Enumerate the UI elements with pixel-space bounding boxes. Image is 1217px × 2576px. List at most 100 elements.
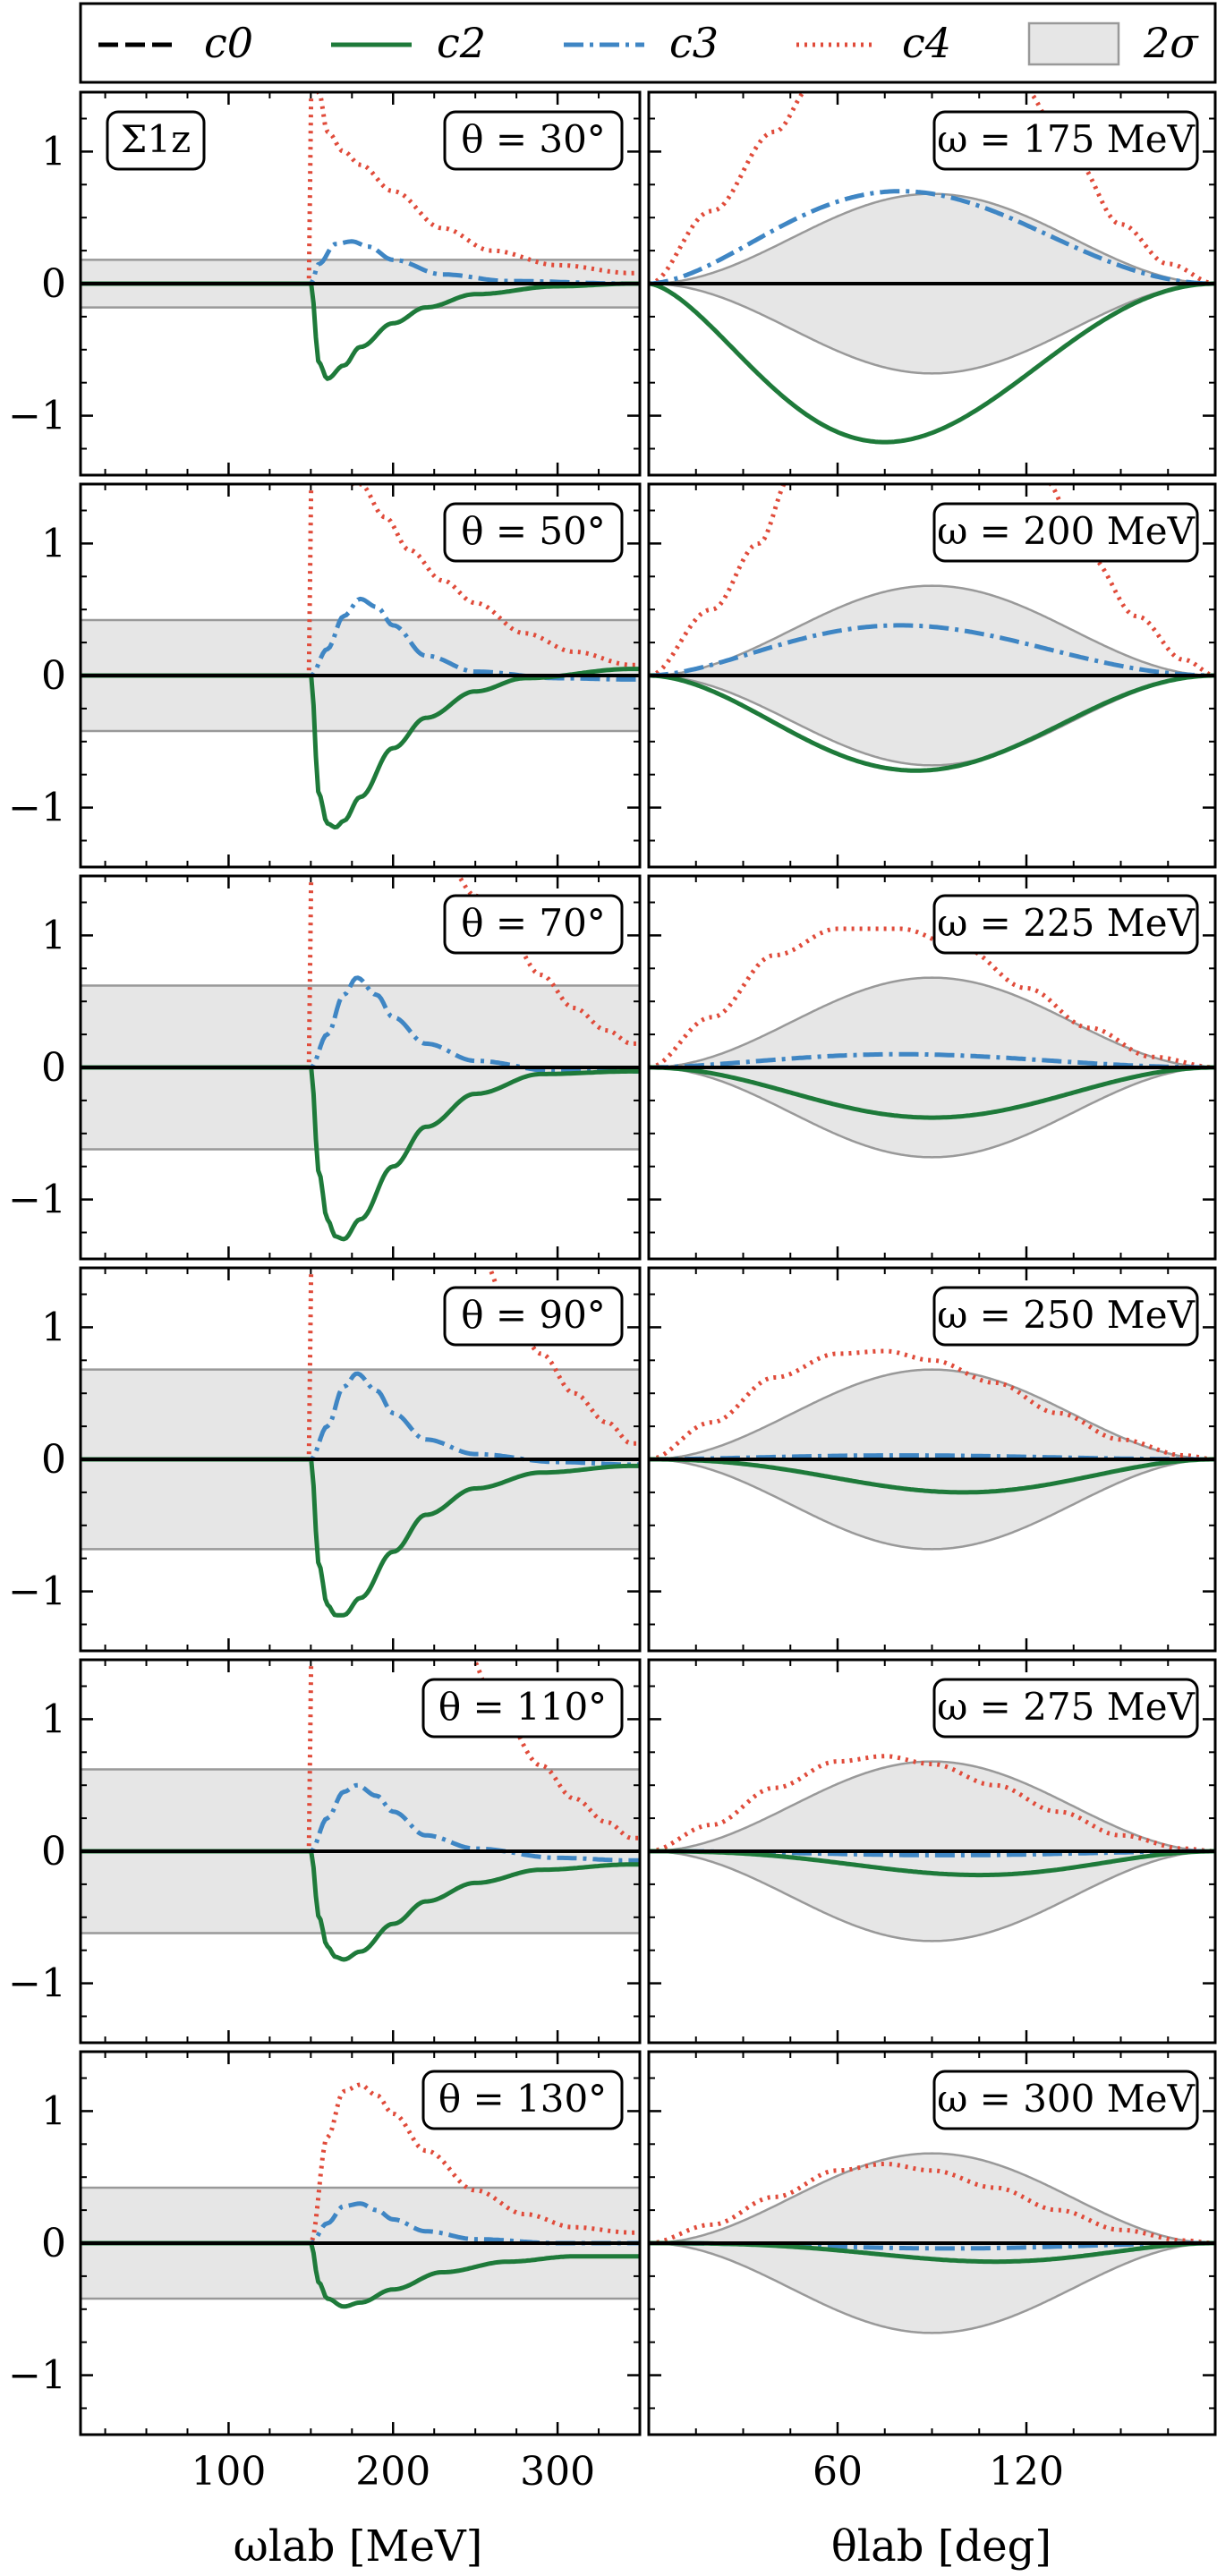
panel-label: θ = 70°: [461, 901, 606, 945]
x-tick-label: 200: [355, 2449, 430, 2495]
panel-label-box: [932, 2070, 1199, 2130]
y-tick-label: 0: [41, 1045, 66, 1091]
observable-tag-box: [106, 110, 206, 171]
band-upper-edge: [649, 1760, 1215, 1853]
panel-label-box: [443, 502, 624, 563]
right-x-axis-label: θlab [deg]: [831, 2521, 1051, 2572]
panel-label: θ = 90°: [461, 1293, 606, 1337]
panel-label-box: [421, 2070, 624, 2130]
y-tick-label: 0: [41, 2221, 66, 2266]
y-tick-label: −1: [8, 1177, 66, 1223]
series-c3-curve: [649, 623, 1215, 678]
right-panel-6: 60 120 ω = 300 MeV: [647, 2050, 1217, 2495]
series-c4-curve: [649, 1754, 1215, 1854]
series-c3-curve: [649, 1051, 1215, 1070]
series-c2-curve: [649, 1065, 1215, 1120]
panel-label-box: [421, 1678, 624, 1739]
x-tick-label: 120: [989, 2449, 1064, 2495]
left-panel-4: −1 0 1 θ = 90°: [8, 1266, 642, 1653]
panel-label-box: [443, 894, 624, 955]
panel-label: ω = 200 MeV: [937, 509, 1196, 553]
panel-label-box: [932, 1286, 1199, 1347]
panel-label: ω = 225 MeV: [937, 901, 1196, 945]
band-lower-edge: [649, 282, 1215, 375]
series-c2-curve: [649, 673, 1215, 773]
band-lower-edge: [649, 1849, 1215, 1943]
panel-label-box: [932, 502, 1199, 563]
panel-label: ω = 275 MeV: [937, 1685, 1196, 1729]
y-tick-label: −1: [8, 394, 66, 439]
legend-frame: [79, 2, 1217, 84]
y-tick-label: 1: [41, 129, 66, 174]
series-c4-curve: [649, 926, 1215, 1070]
series-c4-curve: [81, 2082, 640, 2246]
series-c4-curve: [81, 92, 640, 286]
left-x-axis-label: ωlab [MeV]: [234, 2521, 483, 2572]
band-upper-edge: [649, 976, 1215, 1069]
right-panel-2: ω = 200 MeV: [647, 482, 1217, 869]
y-tick-label: −1: [8, 2353, 66, 2399]
panels: −1 0 1 θ = 30° Σ1z −1 0 1 θ = 50° −1 0 1 θ = 70° −1 0 1…: [8, 90, 1217, 2495]
legend-c2-label: c2: [437, 19, 486, 67]
band-upper-edge: [649, 2152, 1215, 2245]
y-tick-label: −1: [8, 1569, 66, 1615]
band-lower-edge: [649, 1458, 1215, 1551]
left-panel-2: −1 0 1 θ = 50°: [8, 482, 642, 869]
panel-label: ω = 300 MeV: [937, 2077, 1196, 2121]
y-tick-label: −1: [8, 1961, 66, 2007]
panel-label: θ = 130°: [438, 2077, 607, 2121]
legend-c0-label: c0: [204, 19, 253, 67]
y-tick-label: 0: [41, 1829, 66, 1875]
y-tick-label: 1: [41, 521, 66, 566]
y-tick-label: 1: [41, 1305, 66, 1350]
series-c2-curve: [649, 1849, 1215, 1878]
observable-tag: Σ1z: [121, 117, 191, 161]
y-tick-label: 0: [41, 653, 66, 699]
x-tick-label: 100: [191, 2449, 266, 2495]
left-panel-6: −1 0 1 100 200 300 θ = 130°: [8, 2050, 642, 2495]
panel-label-box: [932, 894, 1199, 955]
panel-label-box: [443, 1286, 624, 1347]
legend-c4-label: c4: [902, 19, 951, 67]
series-c3-curve: [81, 239, 640, 286]
panel-label: θ = 30°: [461, 117, 606, 161]
right-panel-5: ω = 275 MeV: [647, 1658, 1217, 2045]
series-c4-curve: [81, 1268, 640, 1462]
series-c4-curve: [649, 2161, 1215, 2246]
right-panel-3: ω = 225 MeV: [647, 874, 1217, 1261]
legend-band-label: 2σ: [1143, 19, 1199, 67]
y-tick-label: 1: [41, 2088, 66, 2134]
band-upper-edge: [649, 584, 1215, 677]
right-panel-1: ω = 175 MeV: [647, 90, 1217, 477]
panel-label: ω = 250 MeV: [937, 1293, 1196, 1337]
series-c2-curve: [649, 1457, 1215, 1495]
band-upper-edge: [649, 1368, 1215, 1461]
legend-band-swatch: [1027, 21, 1120, 66]
band-lower-edge: [649, 1066, 1215, 1159]
x-tick-label: 300: [520, 2449, 595, 2495]
y-tick-label: 1: [41, 1696, 66, 1742]
y-tick-label: −1: [8, 786, 66, 831]
panel-label: θ = 50°: [461, 509, 606, 553]
left-panel-1: −1 0 1 θ = 30° Σ1z: [8, 90, 642, 477]
series-c3-curve: [81, 975, 640, 1074]
x-tick-label: 60: [813, 2449, 863, 2495]
y-tick-label: 0: [41, 1437, 66, 1483]
band-lower-edge: [649, 2241, 1215, 2334]
legend-c3-label: c3: [669, 19, 719, 67]
left-panel-3: −1 0 1 θ = 70°: [8, 874, 642, 1261]
panel-label-box: [443, 110, 624, 171]
right-panel-4: ω = 250 MeV: [647, 1266, 1217, 1653]
panel-label: θ = 110°: [438, 1685, 607, 1729]
series-c4-curve: [649, 1348, 1215, 1462]
y-tick-label: 0: [41, 261, 66, 307]
series-c3-curve: [649, 189, 1215, 286]
series-c4-curve: [649, 484, 1215, 678]
series-c3-curve: [81, 1371, 640, 1467]
panel-label: ω = 175 MeV: [937, 117, 1196, 161]
legend: c0 c2 c3 c4 2σ: [79, 2, 1217, 84]
panel-label-box: [932, 110, 1199, 171]
panel-label-box: [932, 1678, 1199, 1739]
series-c2-curve: [649, 281, 1215, 445]
